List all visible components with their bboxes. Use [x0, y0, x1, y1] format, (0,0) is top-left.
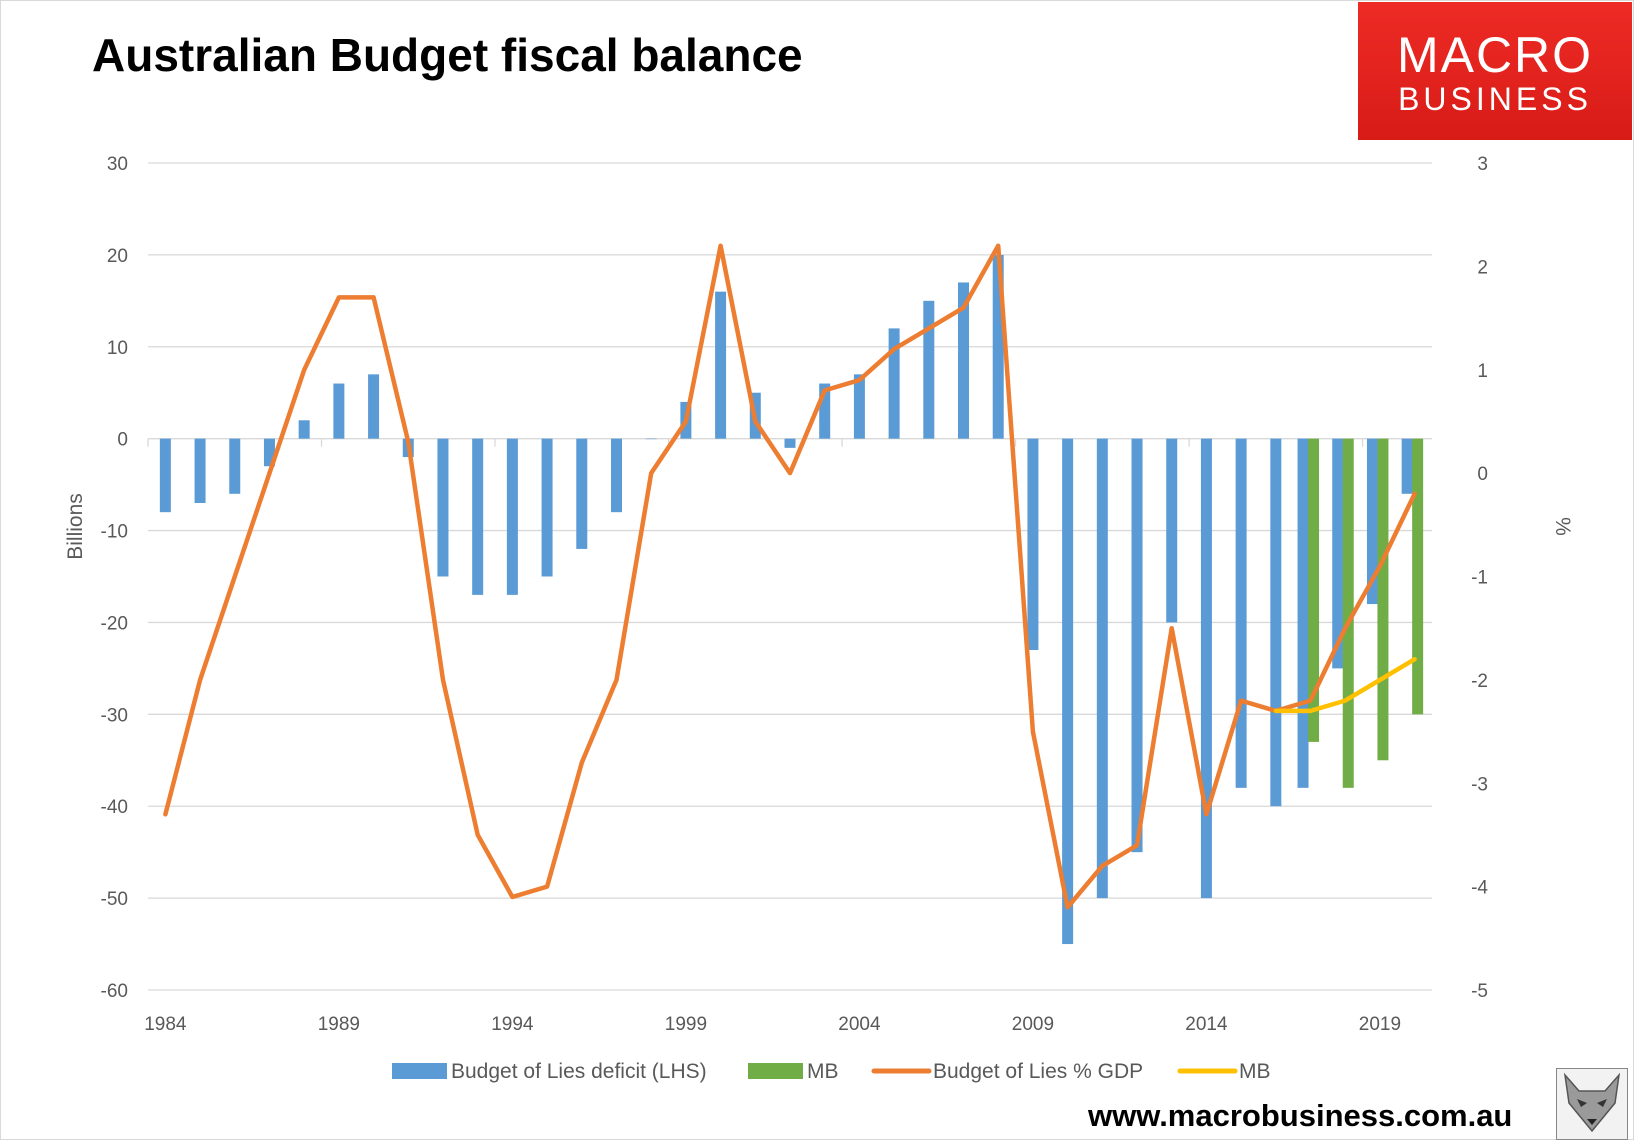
y2-tick-label: 1	[1477, 361, 1488, 382]
bar-budget-of-lies	[1366, 438, 1378, 605]
legend-item: MB	[1177, 1060, 1271, 1083]
bar-budget-of-lies	[472, 438, 484, 595]
y-tick-label: -20	[101, 613, 128, 634]
y2-tick-label: -1	[1471, 568, 1488, 589]
bar-budget-of-lies	[1332, 438, 1344, 669]
line-budget-of-lies-gdp	[163, 243, 1417, 910]
y-tick-label: 0	[117, 430, 128, 451]
y2-tick-label: 2	[1477, 257, 1488, 278]
y2-tick-label: -5	[1471, 981, 1488, 1002]
macrobusiness-logo: MACRO BUSINESS	[1358, 2, 1632, 140]
y2-axis-title: %	[1551, 517, 1574, 536]
bar-budget-of-lies	[229, 438, 241, 494]
bar-budget-of-lies	[923, 300, 935, 439]
fox-mascot-icon	[1556, 1068, 1628, 1140]
legend-swatch	[392, 1063, 447, 1079]
bar-budget-of-lies	[1062, 438, 1074, 945]
bar-budget-of-lies	[1401, 438, 1413, 494]
y-tick-label: 20	[107, 246, 128, 267]
y2-tick-label: -2	[1471, 671, 1488, 692]
bar-budget-of-lies	[263, 438, 275, 467]
x-tick-label: 1984	[144, 1014, 187, 1035]
legend-label: Budget of Lies deficit (LHS)	[451, 1060, 707, 1083]
logo-line-2: BUSINESS	[1398, 81, 1592, 117]
bar-budget-of-lies	[1270, 438, 1282, 807]
x-tick-label: 1999	[665, 1014, 707, 1035]
bar-budget-of-lies	[437, 438, 449, 577]
bar-budget-of-lies	[1131, 438, 1143, 853]
bar-mb	[1342, 438, 1354, 788]
bar-budget-of-lies	[1166, 438, 1178, 623]
legend-item: Budget of Lies deficit (LHS)	[392, 1060, 707, 1083]
x-tick-label: 2019	[1359, 1014, 1401, 1035]
bar-budget-of-lies	[888, 328, 900, 439]
chart-title: Australian Budget fiscal balance	[92, 29, 803, 81]
logo-line-1: MACRO	[1396, 27, 1594, 83]
bar-budget-of-lies	[1235, 438, 1247, 788]
website-url: www.macrobusiness.com.au	[1088, 1098, 1513, 1133]
bar-budget-of-lies	[958, 282, 970, 439]
bar-budget-of-lies	[1200, 438, 1212, 899]
bar-budget-of-lies	[506, 438, 518, 595]
y2-tick-label: 0	[1477, 464, 1488, 485]
legend-swatch	[748, 1063, 803, 1079]
legend-item: MB	[748, 1060, 839, 1083]
bar-budget-of-lies	[194, 438, 206, 503]
bar-mb	[1308, 438, 1320, 742]
legend-label: Budget of Lies % GDP	[933, 1060, 1143, 1083]
bar-budget-of-lies	[1297, 438, 1309, 788]
y-tick-label: -50	[101, 889, 128, 910]
y-tick-label: 30	[107, 154, 128, 175]
x-tick-label: 1994	[491, 1014, 534, 1035]
y2-tick-label: -3	[1471, 774, 1488, 795]
x-tick-label: 1989	[318, 1014, 360, 1035]
y-tick-label: -40	[101, 797, 128, 818]
y-tick-label: -10	[101, 522, 128, 543]
bar-budget-of-lies	[541, 438, 553, 577]
y-tick-label: -60	[101, 981, 128, 1002]
bar-budget-of-lies	[784, 438, 796, 448]
bar-budget-of-lies	[368, 374, 380, 439]
bar-budget-of-lies	[992, 254, 1004, 439]
y2-tick-label: 3	[1477, 154, 1488, 175]
bar-budget-of-lies	[853, 374, 865, 439]
y-tick-label: -30	[101, 705, 128, 726]
x-tick-label: 2014	[1185, 1014, 1228, 1035]
bar-budget-of-lies	[645, 438, 657, 440]
y-tick-label: 10	[107, 338, 128, 359]
bar-budget-of-lies	[298, 420, 310, 439]
bar-budget-of-lies	[576, 438, 588, 549]
y-axis-title: Billions	[64, 493, 87, 560]
line-mb	[1273, 656, 1417, 714]
bar-budget-of-lies	[715, 291, 727, 439]
legend-label: MB	[807, 1060, 839, 1083]
bar-mb	[1412, 438, 1424, 715]
bar-budget-of-lies	[159, 438, 171, 513]
bar-budget-of-lies	[819, 383, 831, 439]
y2-tick-label: -4	[1471, 878, 1488, 899]
bar-mb	[1377, 438, 1389, 761]
x-tick-label: 2004	[838, 1014, 881, 1035]
x-tick-label: 2009	[1012, 1014, 1054, 1035]
bar-budget-of-lies	[333, 383, 345, 439]
legend-label: MB	[1239, 1060, 1271, 1083]
bar-budget-of-lies	[1096, 438, 1108, 899]
bar-budget-of-lies	[610, 438, 622, 513]
legend-item: Budget of Lies % GDP	[871, 1060, 1143, 1083]
bar-budget-of-lies	[1027, 438, 1039, 651]
